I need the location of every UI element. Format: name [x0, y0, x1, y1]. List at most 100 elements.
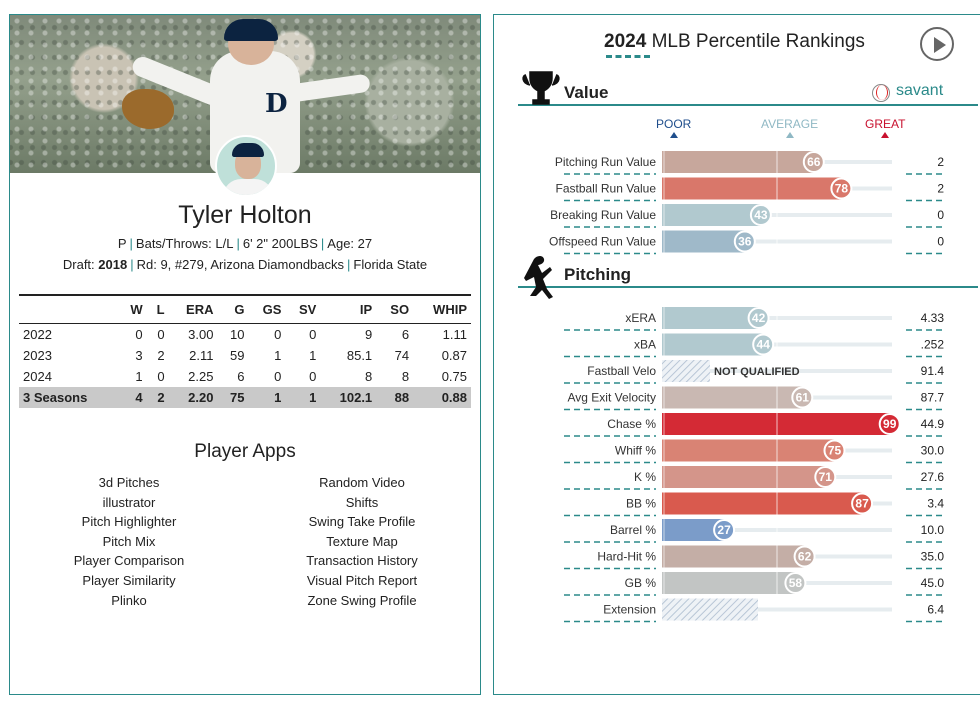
- player-app-link[interactable]: Visual Pitch Report: [306, 572, 418, 588]
- metric-value: 10.0: [921, 523, 945, 537]
- percentile-circle: [823, 439, 846, 462]
- stats-cell: 2.25: [188, 368, 214, 384]
- percentile-bar: [662, 439, 835, 462]
- percentile-circle: [713, 519, 736, 541]
- percentile-circle: [749, 204, 772, 226]
- stats-cell: 0: [274, 368, 282, 384]
- metric-label: Whiff %: [615, 444, 656, 458]
- player-app-link[interactable]: Pitch Mix: [102, 533, 156, 549]
- player-app-link[interactable]: Texture Map: [326, 533, 398, 549]
- stats-cell: 2023: [23, 347, 52, 363]
- percentile-circle: [793, 545, 816, 568]
- stats-cell: 8: [364, 368, 373, 384]
- player-height-weight: 6' 2" 200LBS: [242, 236, 318, 251]
- percentile-circle: [830, 177, 853, 200]
- stats-cell: 1.11: [442, 326, 467, 342]
- percentile-bar: [662, 466, 826, 488]
- metric-value: 4.33: [921, 311, 945, 325]
- player-app-link[interactable]: illustrator: [102, 494, 156, 510]
- metric-label: BB %: [626, 497, 656, 511]
- rankings-title-text: MLB Percentile Rankings: [651, 31, 865, 52]
- stats-cell: 88: [376, 386, 414, 408]
- play-button[interactable]: [920, 27, 954, 61]
- stats-cell: 85.1: [346, 347, 373, 363]
- stats-cell: 1: [285, 386, 321, 408]
- legend-average-label: AVERAGE: [761, 117, 819, 131]
- metric-value: 6.4: [927, 603, 944, 617]
- stats-cell: 1: [309, 347, 317, 363]
- percentile-value: 66: [807, 155, 821, 169]
- legend-great: GREAT: [865, 117, 905, 138]
- stats-cell: 1: [248, 386, 286, 408]
- percentile-bar: [662, 492, 863, 515]
- metric-label: Avg Exit Velocity: [568, 391, 657, 405]
- percentile-value: 99: [883, 417, 897, 431]
- percentile-bar: [662, 307, 759, 329]
- player-app-link[interactable]: Player Similarity: [82, 572, 176, 588]
- not-qualified-label: NOT QUALIFIED: [714, 366, 800, 378]
- stats-cell: 0.87: [441, 347, 467, 363]
- not-qualified-bar: [662, 360, 710, 382]
- player-bats-throws: Bats/Throws: L/L: [135, 236, 234, 251]
- draft-label: Draft:: [62, 257, 95, 272]
- metric-value: 2: [937, 155, 944, 169]
- legend-great-label: GREAT: [865, 117, 906, 131]
- pitcher-icon: [524, 256, 553, 299]
- metric-label: K %: [634, 470, 656, 484]
- player-app-link[interactable]: 3d Pitches: [98, 475, 160, 490]
- stats-cell: 2024: [23, 368, 52, 384]
- percentile-track: [662, 607, 892, 612]
- player-position: P: [117, 236, 127, 251]
- stats-header: SV: [285, 294, 321, 324]
- stats-cell: 0.88: [413, 386, 471, 408]
- player-app-link[interactable]: Zone Swing Profile: [307, 592, 417, 608]
- stats-cell: 102.1: [320, 386, 377, 408]
- percentile-value: 78: [835, 182, 849, 196]
- player-app-link[interactable]: Random Video: [319, 475, 405, 490]
- percentile-bar: [662, 572, 796, 594]
- player-card: D Tyler Holton P | Bats/Throws: L/L | 6' 2" …: [9, 14, 481, 695]
- player-app-link[interactable]: Player Comparison: [73, 553, 185, 569]
- percentile-value: 44: [757, 338, 771, 352]
- stats-header: [19, 294, 119, 324]
- metric-label: Hard-Hit %: [597, 550, 656, 564]
- stats-cell: 0: [157, 326, 165, 342]
- stats-cell: 8: [401, 368, 410, 384]
- player-hero-image: D: [10, 15, 480, 173]
- player-app-link[interactable]: Transaction History: [306, 553, 418, 569]
- stats-cell: 1: [274, 347, 282, 363]
- stats-cell: 74: [394, 347, 410, 363]
- player-apps-title: Player Apps: [194, 441, 296, 462]
- savant-logo[interactable]: savant: [896, 82, 944, 99]
- metric-label: xBA: [634, 338, 656, 352]
- stats-season-row: 2024 1 0 2.25 6 0 0 8 8 0.75: [19, 366, 471, 387]
- stats-season-row: 2023 3 2 2.11 59 1 1 85.1 74 0.87: [19, 345, 471, 366]
- legend-average: AVERAGE: [761, 117, 818, 138]
- metric-label: Extension: [603, 603, 656, 617]
- stats-cell: 0: [309, 368, 317, 384]
- percentile-value: 87: [855, 497, 869, 511]
- percentile-value: 75: [828, 444, 842, 458]
- player-app-link[interactable]: Shifts: [345, 494, 379, 510]
- percentile-circle: [791, 386, 814, 409]
- metric-value: 35.0: [921, 550, 945, 564]
- stats-cell: 2022: [23, 326, 52, 342]
- player-app-link[interactable]: Swing Take Profile: [308, 514, 416, 530]
- player-app-link[interactable]: Plinko: [111, 592, 147, 608]
- section-title: Pitching: [564, 265, 631, 284]
- metric-value: 45.0: [921, 576, 945, 590]
- percentile-circle: [802, 151, 825, 173]
- player-app-link[interactable]: Pitch Highlighter: [81, 514, 177, 530]
- stats-cell: 0.75: [441, 368, 467, 384]
- baseball-icon: [872, 84, 890, 102]
- metric-label: Fastball Velo: [587, 364, 656, 378]
- percentile-value: 58: [789, 576, 803, 590]
- not-qualified-bar: [662, 598, 758, 621]
- stats-header: GS: [248, 294, 286, 324]
- stats-cell: 3 Seasons: [19, 386, 119, 408]
- percentile-circle: [784, 572, 807, 594]
- percentile-bar: [662, 545, 805, 568]
- trophy-icon: [522, 71, 560, 105]
- section-title: Value: [564, 83, 608, 102]
- metric-label: Fastball Run Value: [556, 182, 657, 196]
